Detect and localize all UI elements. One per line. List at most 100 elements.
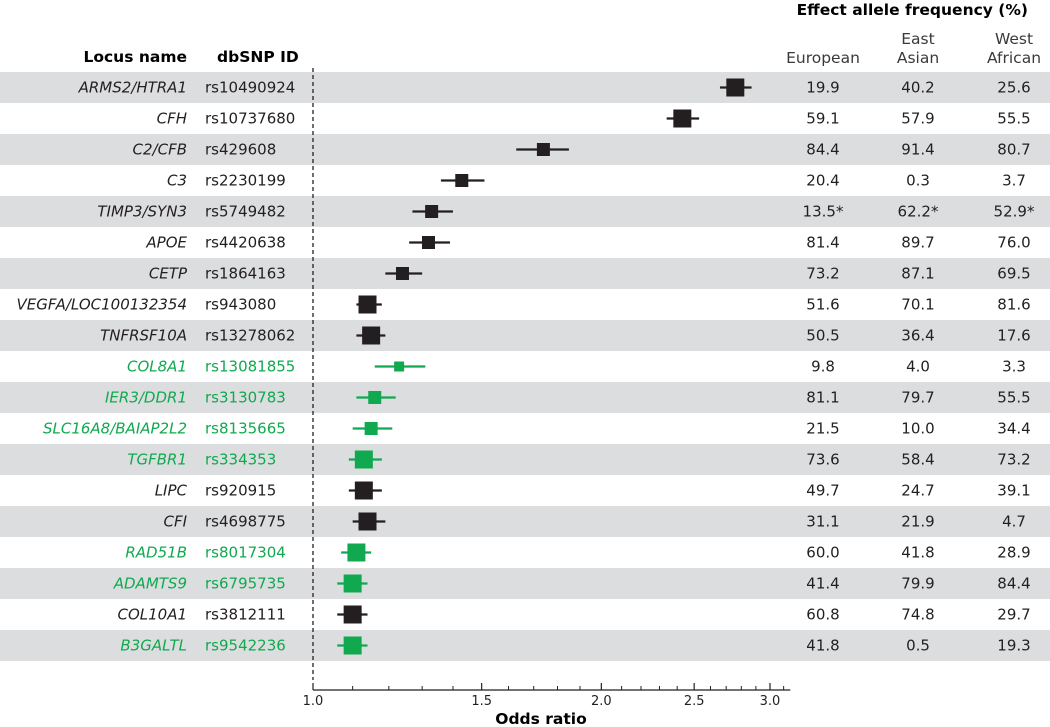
european-frequency: 51.6: [806, 296, 839, 314]
snp-id: rs1864163: [205, 265, 286, 283]
snp-id: rs10490924: [205, 79, 295, 97]
odds-ratio-marker: [425, 205, 439, 218]
snp-id: rs9542236: [205, 637, 286, 655]
east-asian-frequency: 24.7: [901, 482, 934, 500]
odds-ratio-marker: [347, 543, 366, 562]
row-bands: [0, 72, 1050, 661]
european-frequency: 73.6: [806, 451, 839, 469]
table-row: TIMP3/SYN3 rs5749482 13.5* 62.2* 52.9*: [97, 203, 1035, 221]
snp-id: rs4698775: [205, 513, 286, 531]
locus-header: Locus name: [83, 48, 187, 66]
west-african-frequency: 28.9: [997, 544, 1030, 562]
table-row: ARMS2/HTRA1 rs10490924 19.9 40.2 25.6: [78, 78, 1031, 97]
european-frequency: 9.8: [811, 358, 835, 376]
east-asian-frequency: 89.7: [901, 234, 934, 252]
west-african-frequency: 81.6: [997, 296, 1030, 314]
tick-label: 2.0: [591, 694, 612, 709]
west-african-frequency: 29.7: [997, 606, 1030, 624]
odds-ratio-marker: [536, 143, 550, 156]
locus-name: CFH: [157, 110, 187, 128]
row-band: [0, 320, 1050, 351]
odds-ratio-marker: [421, 236, 435, 249]
european-frequency: 20.4: [806, 172, 839, 190]
east-asian-frequency: 57.9: [901, 110, 934, 128]
locus-name: COL10A1: [117, 606, 187, 624]
east-asian-frequency: 58.4: [901, 451, 934, 469]
snp-id: rs3812111: [205, 606, 286, 624]
locus-name: ARMS2/HTRA1: [78, 79, 187, 97]
european-frequency: 59.1: [806, 110, 839, 128]
west-african-frequency: 17.6: [997, 327, 1030, 345]
east-asian-frequency: 79.7: [901, 389, 934, 407]
tick-label: 1.5: [471, 694, 492, 709]
east-asian-header-line1: East: [901, 30, 934, 48]
west-african-frequency: 69.5: [997, 265, 1030, 283]
east-asian-frequency: 0.3: [906, 172, 930, 190]
column-headers: Effect allele frequency (%) Locus name d…: [83, 1, 1041, 67]
european-frequency: 60.0: [806, 544, 839, 562]
tick-label: 3.0: [760, 694, 781, 709]
west-african-frequency: 55.5: [997, 389, 1030, 407]
locus-name: TGFBR1: [127, 451, 187, 469]
odds-ratio-marker: [354, 450, 373, 469]
table-row: C3 rs2230199 20.4 0.3 3.7: [167, 172, 1026, 190]
snp-id: rs4420638: [205, 234, 286, 252]
european-frequency: 19.9: [806, 79, 839, 97]
european-frequency: 41.4: [806, 575, 839, 593]
snp-id: rs8017304: [205, 544, 286, 562]
odds-ratio-marker: [673, 109, 692, 128]
west-african-frequency: 39.1: [997, 482, 1030, 500]
row-band: [0, 444, 1050, 475]
table-row: RAD51B rs8017304 60.0 41.8 28.9: [125, 543, 1031, 562]
odds-ratio-marker: [362, 326, 381, 345]
odds-ratio-marker: [394, 361, 405, 372]
odds-ratio-marker: [358, 512, 377, 531]
snp-id: rs3130783: [205, 389, 286, 407]
table-row: CFH rs10737680 59.1 57.9 55.5: [157, 109, 1031, 128]
east-asian-frequency: 41.8: [901, 544, 934, 562]
odds-ratio-marker: [358, 295, 377, 314]
east-asian-frequency: 87.1: [901, 265, 934, 283]
row-band: [0, 258, 1050, 289]
european-frequency: 81.1: [806, 389, 839, 407]
table-row: COL10A1 rs3812111 60.8 74.8 29.7: [117, 605, 1031, 624]
european-frequency: 81.4: [806, 234, 839, 252]
west-african-header-line1: West: [995, 30, 1033, 48]
snp-id: rs943080: [205, 296, 276, 314]
west-african-frequency: 4.7: [1002, 513, 1026, 531]
european-frequency: 60.8: [806, 606, 839, 624]
west-african-frequency: 3.3: [1002, 358, 1026, 376]
odds-ratio-marker: [455, 174, 469, 187]
snp-id: rs8135665: [205, 420, 286, 438]
locus-name: CFI: [163, 513, 187, 531]
locus-name: ADAMTS9: [113, 575, 187, 593]
east-asian-frequency: 10.0: [901, 420, 934, 438]
european-frequency: 41.8: [806, 637, 839, 655]
tick-label: 2.5: [684, 694, 705, 709]
odds-ratio-marker: [364, 422, 378, 435]
row-band: [0, 196, 1050, 227]
snp-id: rs429608: [205, 141, 276, 159]
locus-name: IER3/DDR1: [105, 389, 187, 407]
west-african-header: African: [987, 49, 1041, 67]
west-african-frequency: 76.0: [997, 234, 1030, 252]
table-row: SLC16A8/BAIAP2L2 rs8135665 21.5 10.0 34.4: [43, 420, 1031, 438]
table-row: ADAMTS9 rs6795735 41.4 79.9 84.4: [113, 574, 1031, 593]
locus-name: C2/CFB: [133, 141, 187, 159]
european-frequency: 49.7: [806, 482, 839, 500]
data-rows: ARMS2/HTRA1 rs10490924 19.9 40.2 25.6 CFH rs10…: [17, 78, 1035, 655]
table-row: IER3/DDR1 rs3130783 81.1 79.7 55.5: [105, 389, 1031, 407]
table-row: VEGFA/LOC100132354 rs943080 51.6 70.1 81.6: [17, 295, 1031, 314]
snp-id: rs334353: [205, 451, 276, 469]
east-asian-frequency: 40.2: [901, 79, 934, 97]
european-frequency: 50.5: [806, 327, 839, 345]
tick-label: 1.0: [303, 694, 324, 709]
locus-name: TNFRSF10A: [100, 327, 187, 345]
locus-name: RAD51B: [125, 544, 187, 562]
snp-header: dbSNP ID: [217, 48, 299, 66]
east-asian-frequency: 4.0: [906, 358, 930, 376]
locus-name: CETP: [149, 265, 188, 283]
east-asian-frequency: 62.2*: [898, 203, 939, 221]
east-asian-frequency: 0.5: [906, 637, 930, 655]
